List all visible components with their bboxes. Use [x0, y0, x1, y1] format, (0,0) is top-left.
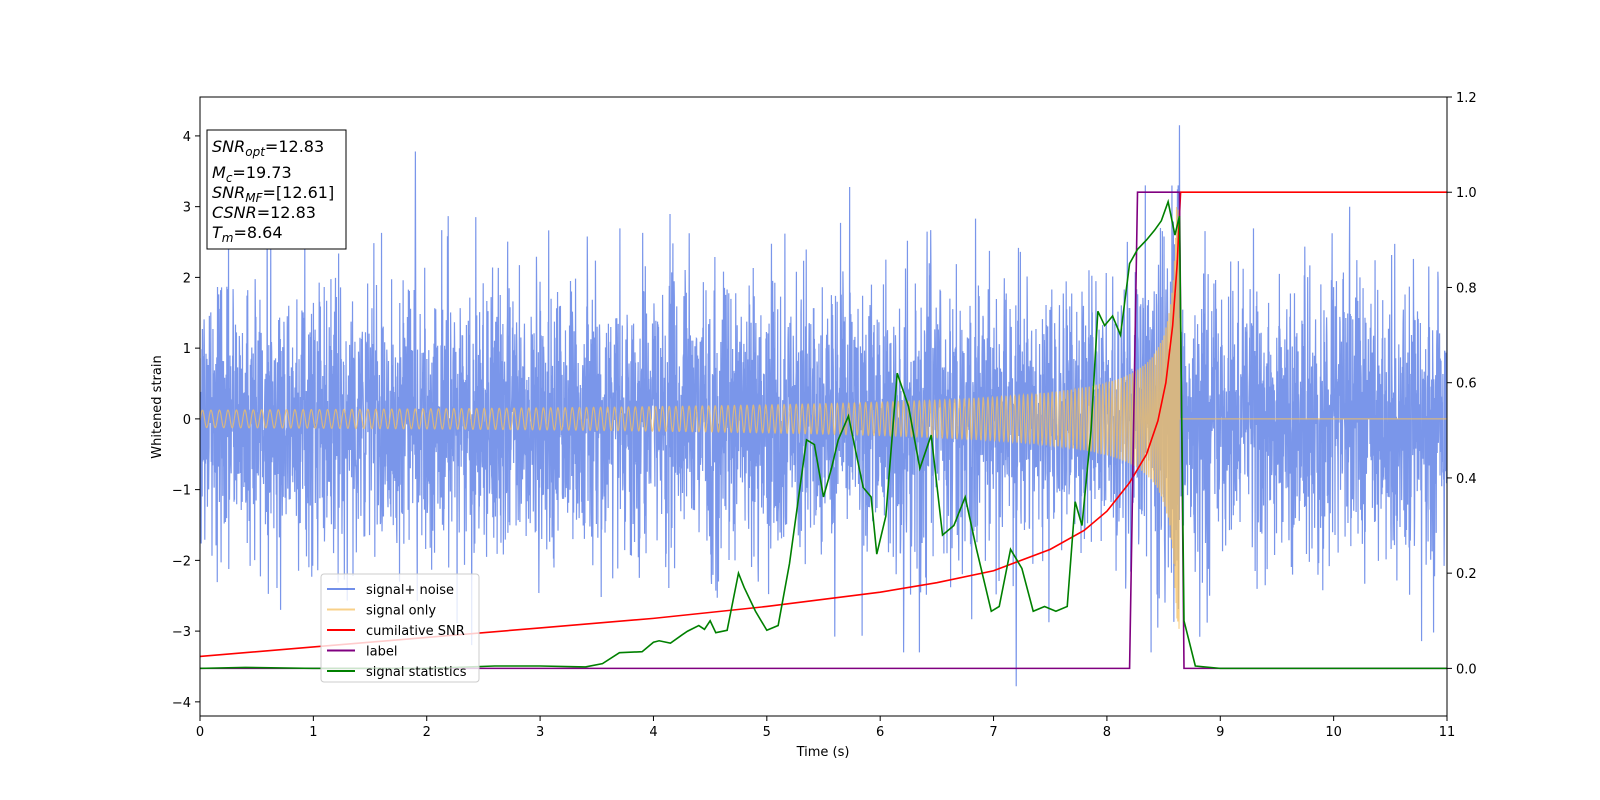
y-left-tick-label: −4 — [172, 696, 191, 711]
y-left-tick-label: 3 — [183, 201, 191, 216]
annotation-value: =12.83 — [257, 203, 316, 222]
annotation-symbol: M — [212, 163, 226, 182]
x-tick-label: 4 — [649, 725, 657, 740]
x-tick-label: 5 — [763, 725, 771, 740]
y-left-tick-label: −2 — [172, 554, 191, 569]
x-tick-label: 7 — [989, 725, 997, 740]
y-left-tick-label: 4 — [183, 130, 191, 145]
annotation-box: SNRopt=12.83 Mc=19.73 SNRMF=[12.61] CSNR=12… — [206, 129, 347, 250]
y-right-tick-label: 0.0 — [1456, 662, 1477, 677]
annotation-symbol: T — [212, 223, 223, 242]
x-tick-label: 11 — [1439, 725, 1456, 740]
y-right-tick-label: 1.0 — [1456, 186, 1477, 201]
series-signal-plus-noise — [200, 125, 1447, 687]
x-axis-label: Time (s) — [796, 745, 850, 760]
x-tick-label: 8 — [1103, 725, 1111, 740]
annotation-symbol: SNR — [212, 137, 245, 156]
annotation-symbol: SNR — [212, 183, 245, 202]
y-left-tick-label: 1 — [183, 342, 191, 357]
plot-series — [200, 125, 1447, 687]
x-tick-label: 10 — [1325, 725, 1342, 740]
annotation-value: =12.83 — [265, 137, 324, 156]
y-left-tick-label: −3 — [172, 625, 191, 640]
annotation-subscript: opt — [245, 145, 266, 159]
y-right-tick-label: 0.8 — [1456, 281, 1477, 296]
plot-frame — [199, 96, 1448, 717]
x-tick-label: 9 — [1216, 725, 1224, 740]
x-tick-label: 2 — [423, 725, 431, 740]
y-left-tick-label: 0 — [183, 413, 191, 428]
legend-entry: label — [366, 645, 397, 660]
y-left-tick-label: 2 — [183, 271, 191, 286]
series-cumulative-snr — [200, 191, 1447, 658]
series-signal-only — [200, 207, 1447, 629]
legend: signal+ noise signal only cumilative SNR la… — [320, 573, 480, 683]
y-right-tick-label: 0.2 — [1456, 567, 1477, 582]
y-left-tick-label: −1 — [172, 484, 191, 499]
legend-entry: signal statistics — [366, 665, 467, 680]
x-tick-label: 0 — [196, 725, 204, 740]
annotation-value: =8.64 — [233, 223, 282, 242]
x-tick-label: 6 — [876, 725, 884, 740]
legend-entry: signal+ noise — [366, 583, 454, 598]
x-tick-label: 3 — [536, 725, 544, 740]
legend-entry: cumilative SNR — [366, 624, 465, 639]
y-right-tick-label: 1.2 — [1456, 91, 1477, 106]
legend-frame — [320, 573, 480, 683]
annotation-subscript: c — [226, 171, 233, 185]
annotation-value: =[12.61] — [263, 183, 335, 202]
y-axis-label: Whitened strain — [150, 355, 165, 458]
annotation-value: =19.73 — [232, 163, 291, 182]
x-tick-label: 1 — [309, 725, 317, 740]
legend-entry: signal only — [366, 604, 436, 619]
series-signal-statistics — [200, 198, 1447, 670]
annotation-subscript: MF — [245, 191, 263, 205]
y-right-tick-label: 0.4 — [1456, 472, 1477, 487]
y-right-tick-label: 0.6 — [1456, 377, 1477, 392]
annotation-subscript: m — [222, 231, 234, 245]
annotation-symbol: CSNR — [212, 203, 257, 222]
axes: 0 1 2 3 4 5 6 7 8 9 10 11 −4 −3 −2 −1 0 1 2 3 4 0.0 0.2 0.4 0.6 0… — [172, 91, 1477, 740]
